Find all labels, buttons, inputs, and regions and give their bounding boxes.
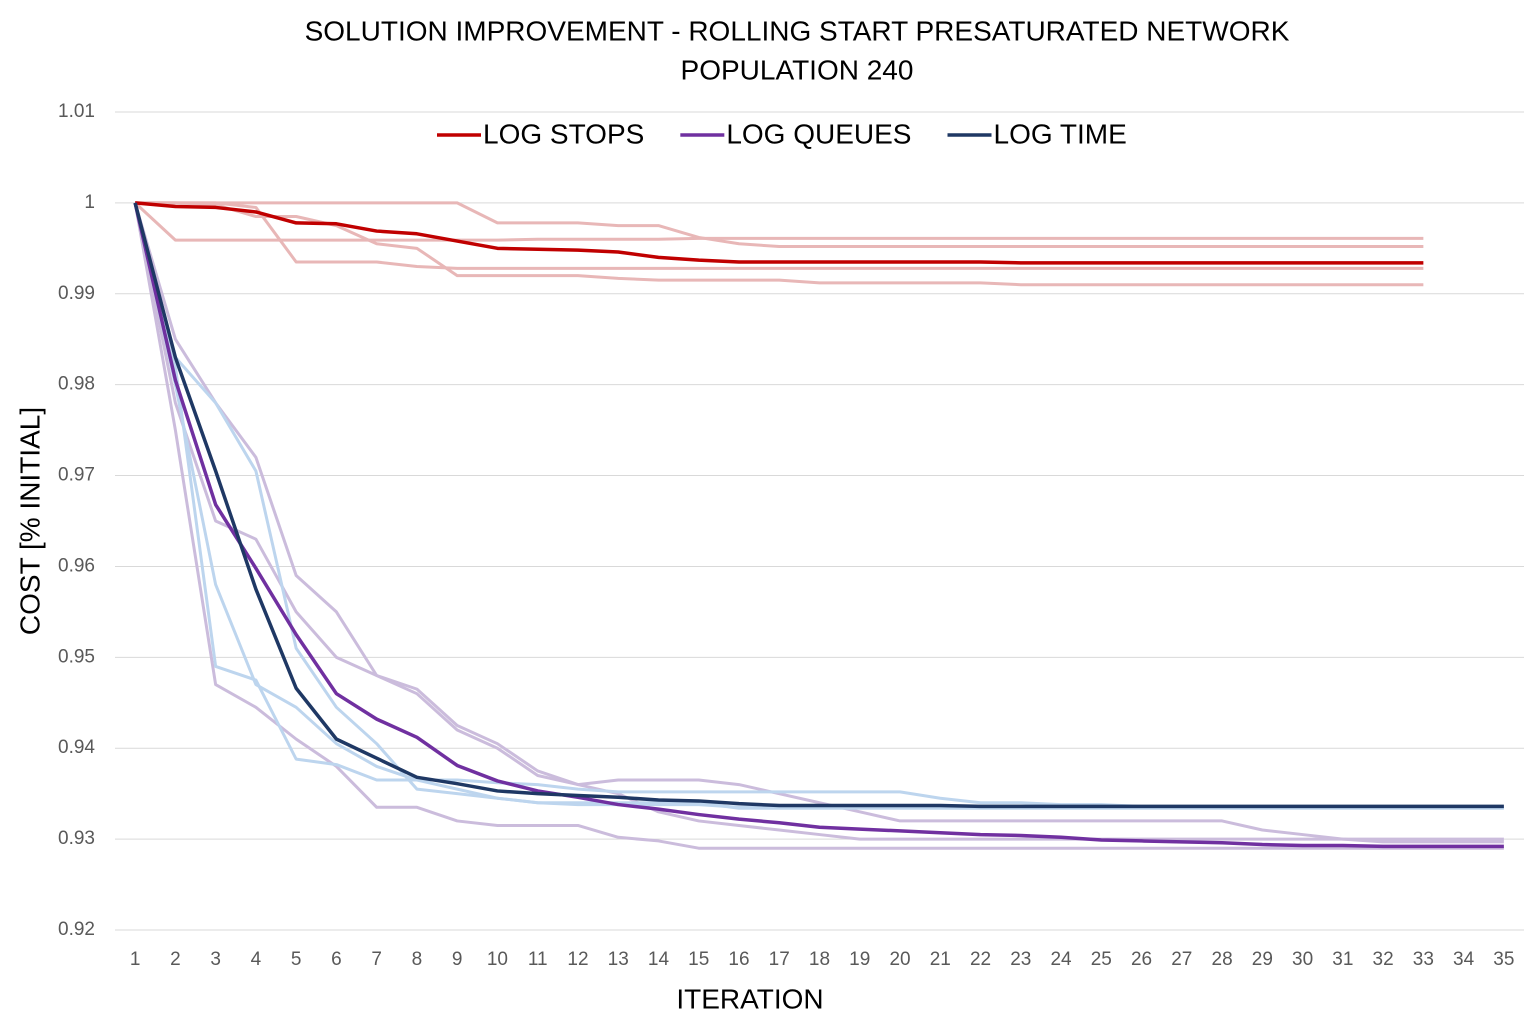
run-line [133, 202, 1504, 850]
x-tick-label: 14 [648, 949, 670, 970]
legend-label: LOG STOPS [483, 118, 644, 149]
x-tick-label: 6 [331, 949, 342, 970]
x-tick-label: 15 [688, 949, 709, 970]
x-tick-label: 3 [210, 949, 221, 970]
y-tick-label: 1.01 [58, 101, 95, 122]
x-tick-label: 9 [452, 949, 463, 970]
x-tick-label: 17 [769, 949, 790, 970]
x-tick-label: 19 [849, 949, 870, 970]
y-tick-label: 0.98 [58, 374, 95, 395]
x-tick-label: 5 [291, 949, 302, 970]
x-tick-label: 11 [528, 949, 548, 970]
x-tick-label: 20 [889, 949, 910, 970]
y-tick-label: 0.93 [58, 828, 95, 849]
x-tick-label: 8 [412, 949, 423, 970]
x-tick-label: 24 [1050, 949, 1072, 970]
run-line [133, 202, 1504, 841]
x-tick-label: 16 [728, 949, 749, 970]
y-tick-label: 0.94 [58, 737, 95, 758]
x-tick-label: 28 [1212, 949, 1233, 970]
x-tick-label: 21 [930, 949, 951, 970]
x-tick-label: 27 [1171, 949, 1192, 970]
y-tick-label: 0.96 [58, 555, 95, 576]
x-tick-label: 1 [130, 949, 141, 970]
chart-title: SOLUTION IMPROVEMENT - ROLLING START PRE… [305, 15, 1290, 46]
x-tick-label: 33 [1413, 949, 1434, 970]
y-tick-label: 0.92 [58, 919, 95, 940]
x-tick-label: 32 [1373, 949, 1394, 970]
run-line [133, 202, 1504, 844]
y-axis-label: COST [% INITIAL] [14, 407, 45, 635]
run-line [135, 201, 1424, 287]
x-tick-label: 4 [251, 949, 262, 970]
legend-label: LOG TIME [994, 118, 1127, 149]
x-tick-label: 10 [487, 949, 508, 970]
run-line [135, 201, 1424, 249]
x-tick-label: 29 [1252, 949, 1273, 970]
x-tick-label: 25 [1091, 949, 1112, 970]
y-tick-label: 0.95 [58, 646, 95, 667]
chart-subtitle: POPULATION 240 [681, 54, 914, 85]
x-tick-label: 22 [970, 949, 991, 970]
y-tick-label: 1 [84, 192, 95, 213]
x-tick-label: 2 [170, 949, 181, 970]
run-line [134, 201, 1424, 242]
run-line [135, 201, 1424, 270]
y-tick-label: 0.99 [58, 283, 95, 304]
x-tick-label: 31 [1332, 949, 1353, 970]
y-tick-label: 0.97 [58, 465, 95, 486]
series-line [133, 202, 1504, 849]
x-tick-label: 26 [1131, 949, 1152, 970]
x-tick-label: 13 [608, 949, 629, 970]
x-tick-label: 35 [1493, 949, 1514, 970]
x-axis-label: ITERATION [676, 983, 823, 1014]
x-tick-label: 30 [1292, 949, 1313, 970]
legend-label: LOG QUEUES [726, 118, 911, 149]
x-tick-label: 7 [371, 949, 382, 970]
series-line [133, 202, 1504, 809]
x-tick-label: 12 [567, 949, 588, 970]
x-tick-label: 18 [809, 949, 830, 970]
x-tick-label: 34 [1453, 949, 1475, 970]
series-line [134, 201, 1424, 265]
x-tick-label: 23 [1010, 949, 1031, 970]
